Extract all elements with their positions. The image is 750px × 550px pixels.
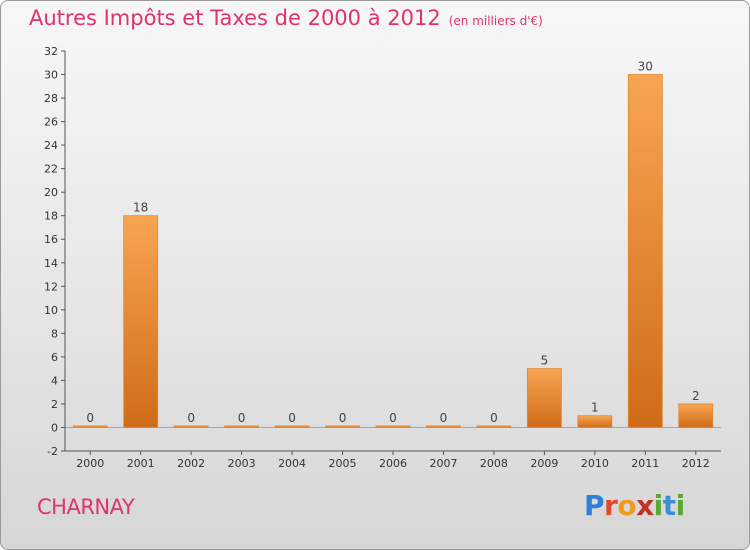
bar-2011 bbox=[627, 74, 663, 428]
data-label-2005: 0 bbox=[339, 411, 347, 425]
data-label-2006: 0 bbox=[389, 411, 397, 425]
x-tick-label: 2000 bbox=[76, 457, 104, 470]
y-tick-label: 30 bbox=[44, 69, 58, 82]
y-tick-label: 16 bbox=[44, 233, 58, 246]
data-label-2010: 1 bbox=[591, 401, 599, 415]
bar-2001 bbox=[123, 215, 159, 428]
y-tick-label: 12 bbox=[44, 280, 58, 293]
data-label-2000: 0 bbox=[86, 411, 94, 425]
chart-title-text: Autres Impôts et Taxes de 2000 à 2012 bbox=[29, 6, 441, 30]
bar-2008 bbox=[476, 425, 512, 428]
x-tick-label: 2005 bbox=[329, 457, 357, 470]
y-tick-label: 18 bbox=[44, 210, 58, 223]
x-tick-label: 2011 bbox=[631, 457, 659, 470]
y-tick-label: 10 bbox=[44, 304, 58, 317]
x-tick-label: 2004 bbox=[278, 457, 306, 470]
x-tick-label: 2008 bbox=[480, 457, 508, 470]
chart-unit: (en milliers d'€) bbox=[448, 14, 543, 28]
data-label-2001: 18 bbox=[133, 201, 148, 215]
x-tick-label: 2003 bbox=[228, 457, 256, 470]
bar-2007 bbox=[426, 425, 461, 428]
y-tick-label: 8 bbox=[51, 327, 58, 340]
y-tick-label: 26 bbox=[44, 116, 58, 129]
bar-2002 bbox=[173, 425, 209, 428]
data-label-2011: 30 bbox=[638, 60, 653, 74]
x-tick-label: 2010 bbox=[581, 457, 609, 470]
commune-name: CHARNAY bbox=[37, 495, 135, 519]
y-tick-label: 22 bbox=[44, 163, 58, 176]
x-tick-label: 2007 bbox=[429, 457, 457, 470]
bar-2012 bbox=[678, 403, 714, 428]
y-tick-label: 4 bbox=[51, 374, 58, 387]
bar-2003 bbox=[224, 425, 260, 428]
data-label-2002: 0 bbox=[187, 411, 195, 425]
y-tick-label: 24 bbox=[44, 139, 58, 152]
data-label-2007: 0 bbox=[440, 411, 448, 425]
x-tick-label: 2006 bbox=[379, 457, 407, 470]
data-label-2012: 2 bbox=[692, 389, 700, 403]
y-tick-label: 28 bbox=[44, 92, 58, 105]
bar-2005 bbox=[325, 425, 360, 428]
bar-2010 bbox=[577, 415, 613, 428]
x-tick-label: 2009 bbox=[530, 457, 558, 470]
data-label-2009: 5 bbox=[541, 354, 549, 368]
y-tick-label: 14 bbox=[44, 257, 58, 270]
bar-2004 bbox=[274, 425, 310, 428]
y-tick-label: 20 bbox=[44, 186, 58, 199]
x-tick-label: 2002 bbox=[177, 457, 205, 470]
bar-2006 bbox=[375, 425, 411, 428]
x-tick-label: 2001 bbox=[127, 457, 155, 470]
y-tick-label: -2 bbox=[47, 445, 58, 458]
y-tick-label: 2 bbox=[51, 398, 58, 411]
y-tick-label: 6 bbox=[51, 351, 58, 364]
chart-title: Autres Impôts et Taxes de 2000 à 2012 (en… bbox=[29, 6, 543, 30]
bar-2009 bbox=[526, 368, 562, 428]
data-label-2004: 0 bbox=[288, 411, 296, 425]
y-tick-label: 32 bbox=[44, 45, 58, 58]
y-tick-label: 0 bbox=[51, 421, 58, 434]
data-label-2003: 0 bbox=[238, 411, 246, 425]
proxiti-logo: Proxiti bbox=[584, 489, 685, 522]
x-tick-label: 2012 bbox=[682, 457, 710, 470]
bar-2000 bbox=[72, 425, 108, 428]
data-label-2008: 0 bbox=[490, 411, 498, 425]
